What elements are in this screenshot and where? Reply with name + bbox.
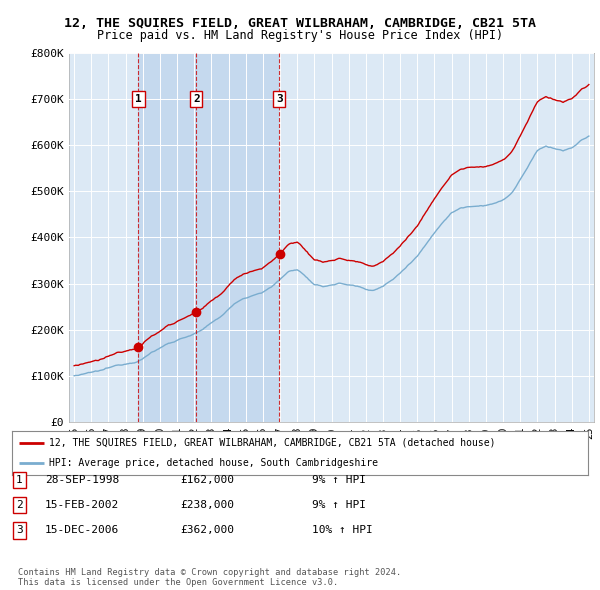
Text: £362,000: £362,000 bbox=[180, 526, 234, 535]
Text: 3: 3 bbox=[276, 94, 283, 104]
Text: 2: 2 bbox=[193, 94, 200, 104]
Text: 3: 3 bbox=[16, 526, 23, 535]
Text: Price paid vs. HM Land Registry's House Price Index (HPI): Price paid vs. HM Land Registry's House … bbox=[97, 30, 503, 42]
Text: 9% ↑ HPI: 9% ↑ HPI bbox=[312, 500, 366, 510]
Text: 2: 2 bbox=[16, 500, 23, 510]
Text: £238,000: £238,000 bbox=[180, 500, 234, 510]
Bar bbox=[139, 53, 196, 422]
Text: 10% ↑ HPI: 10% ↑ HPI bbox=[312, 526, 373, 535]
Text: 1: 1 bbox=[135, 94, 142, 104]
Bar bbox=[196, 53, 280, 422]
Text: HPI: Average price, detached house, South Cambridgeshire: HPI: Average price, detached house, Sout… bbox=[49, 458, 379, 468]
Text: This data is licensed under the Open Government Licence v3.0.: This data is licensed under the Open Gov… bbox=[18, 578, 338, 587]
Text: 12, THE SQUIRES FIELD, GREAT WILBRAHAM, CAMBRIDGE, CB21 5TA: 12, THE SQUIRES FIELD, GREAT WILBRAHAM, … bbox=[64, 17, 536, 30]
Text: 12, THE SQUIRES FIELD, GREAT WILBRAHAM, CAMBRIDGE, CB21 5TA (detached house): 12, THE SQUIRES FIELD, GREAT WILBRAHAM, … bbox=[49, 438, 496, 448]
Text: 15-FEB-2002: 15-FEB-2002 bbox=[45, 500, 119, 510]
Text: £162,000: £162,000 bbox=[180, 475, 234, 484]
Text: 9% ↑ HPI: 9% ↑ HPI bbox=[312, 475, 366, 484]
Text: Contains HM Land Registry data © Crown copyright and database right 2024.: Contains HM Land Registry data © Crown c… bbox=[18, 568, 401, 577]
Text: 1: 1 bbox=[16, 475, 23, 484]
Text: 28-SEP-1998: 28-SEP-1998 bbox=[45, 475, 119, 484]
Text: 15-DEC-2006: 15-DEC-2006 bbox=[45, 526, 119, 535]
